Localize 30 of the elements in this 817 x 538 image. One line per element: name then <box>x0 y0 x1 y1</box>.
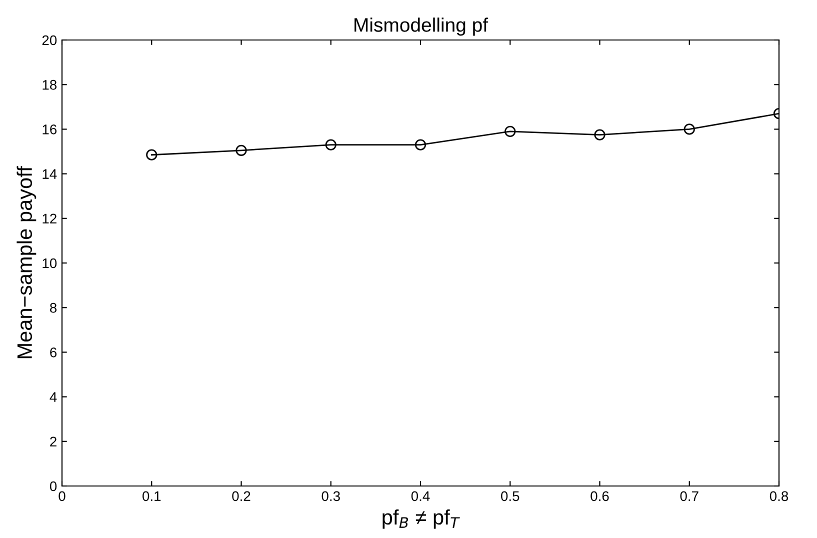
point <box>594 129 606 140</box>
y-tick-label: 6 <box>50 348 57 358</box>
x-tick-label: 0.6 <box>590 491 609 502</box>
point <box>236 144 247 156</box>
point <box>146 149 158 160</box>
y-tick-label: 8 <box>50 302 57 313</box>
y-axis-title: Mean−sample payoff <box>16 166 36 358</box>
y-tick-label: 2 <box>50 436 56 446</box>
x-tick-label: 0.1 <box>142 491 161 502</box>
point <box>325 139 336 150</box>
y-tick-label: 18 <box>42 80 57 90</box>
y-tick-label: 14 <box>42 169 57 179</box>
y-tick-label: 4 <box>50 392 57 402</box>
x-axis-title: pf$_{B}$ ≠ pf$_{T}$ <box>382 509 460 529</box>
point <box>504 126 516 137</box>
x-tick-label: 0.8 <box>770 491 788 502</box>
chart-title: Mismodelling pf <box>354 18 488 36</box>
x-tick-label: 0.5 <box>501 491 520 502</box>
y-tick-label: 16 <box>42 124 57 134</box>
x-tick-label: 0.4 <box>411 491 430 502</box>
x-tick-label: 0.2 <box>232 491 250 502</box>
point <box>684 124 695 135</box>
y-tick-label: 12 <box>42 214 56 224</box>
point <box>414 139 426 150</box>
x-tick-label: 0 <box>58 491 66 502</box>
y-tick-label: 0 <box>50 481 57 492</box>
y-tick-label: 10 <box>42 258 57 268</box>
x-tick-label: 0.7 <box>680 491 698 502</box>
x-tick-label: 0.3 <box>322 491 340 502</box>
y-tick-label: 20 <box>42 35 57 46</box>
